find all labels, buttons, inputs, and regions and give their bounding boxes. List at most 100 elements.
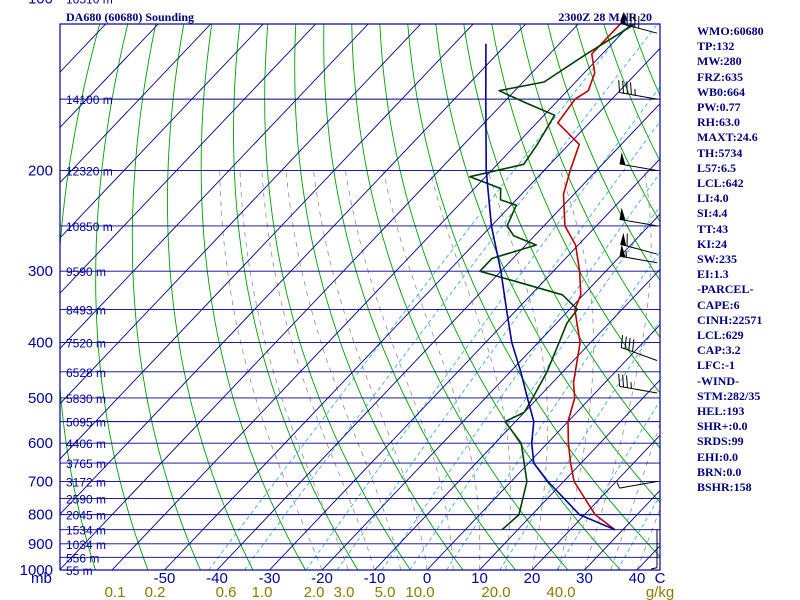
isotherm (60, 24, 317, 294)
isotherm (321, 213, 660, 570)
height-label: 4406 m (66, 437, 106, 451)
index-value: CAP:3.2 (697, 343, 741, 358)
index-value: BSHR:158 (697, 480, 752, 495)
index-value: HEL:193 (697, 404, 745, 419)
index-value: LCL:642 (697, 176, 744, 191)
chart-time: 2300Z 28 MAR 20 (558, 10, 652, 24)
index-value: SRDS:99 (697, 434, 744, 449)
height-label: 1034 m (66, 538, 106, 552)
wind-barb (619, 244, 658, 264)
mixing-ratio-label: 3.0 (334, 584, 355, 600)
pressure-tick-label: 700 (28, 473, 53, 490)
index-value: LFC:-1 (697, 358, 735, 373)
index-value: L57:6.5 (697, 160, 736, 175)
mixing-ratio-label: 10.0 (405, 584, 434, 600)
index-value: LI:4.0 (697, 191, 729, 206)
index-value: RH:63.0 (697, 115, 740, 130)
index-value: TH:5734 (697, 145, 743, 160)
plot-border (59, 23, 661, 571)
isotherm (216, 103, 660, 570)
temperature-tick-label: C (655, 570, 666, 587)
mixing-ratio-label: 0.2 (145, 584, 166, 600)
mixing-ratio-label: 5.0 (375, 584, 396, 600)
temperature-tick-label: 0 (423, 570, 431, 587)
temperature-tick-label: -40 (206, 570, 228, 587)
index-value: SI:4.4 (697, 206, 728, 221)
isotherm (426, 324, 660, 570)
height-label: 2590 m (66, 493, 106, 507)
index-value: -PARCEL- (697, 282, 754, 297)
index-value: -WIND- (697, 373, 739, 388)
temperature-tick-label: -10 (364, 570, 386, 587)
index-value: FRZ:635 (697, 69, 743, 84)
height-label: 9590 m (66, 265, 106, 279)
isotherm (531, 434, 660, 570)
temperature-tick-label: 30 (576, 570, 593, 587)
wind-barb (650, 529, 658, 570)
pressure-tick-label: 300 (28, 263, 53, 280)
isotherm (60, 24, 264, 239)
isotherm (60, 24, 212, 184)
pressure-tick-label: 400 (28, 335, 53, 352)
index-value: EHI:0.0 (697, 449, 739, 464)
wind-barb (616, 480, 658, 489)
indices-panel: WMO:60680 TP:132 MW:280 FRZ:635 WB0:664 PW:0.… (697, 24, 797, 495)
isotherm (60, 24, 527, 515)
height-label: 8493 m (66, 303, 106, 317)
height-label: 55 m (66, 564, 93, 578)
pressure-unit-label: mb (31, 570, 52, 587)
height-label: 556 m (66, 551, 99, 565)
index-value: WMO:60680 (697, 24, 764, 38)
height-label: 1534 m (66, 524, 106, 538)
isotherm (164, 47, 660, 570)
isotherm (374, 268, 660, 570)
moist-adiabat (383, 170, 481, 570)
index-value: SW:235 (697, 252, 738, 267)
wind-barb (619, 152, 658, 172)
wind-barb (620, 232, 658, 255)
parcel-profile-line (484, 43, 616, 531)
index-value: EI:1.3 (697, 267, 729, 282)
mixing-ratio-label: 40.0 (546, 584, 575, 600)
temperature-tick-label: 10 (471, 570, 488, 587)
height-label: 12320 m (66, 165, 113, 179)
temperature-tick-label: 40 (629, 570, 646, 587)
index-value: PW:0.77 (697, 100, 741, 115)
height-label: 5095 m (66, 416, 106, 430)
index-value: CINH:22571 (697, 312, 763, 327)
index-value: STM:282/35 (697, 388, 761, 403)
pressure-tick-label: 200 (28, 163, 53, 180)
height-label: 2045 m (66, 509, 106, 523)
isotherm (60, 24, 422, 405)
isotherm (269, 158, 660, 570)
index-value: MAXT:24.6 (697, 130, 758, 145)
index-value: TT:43 (697, 221, 729, 236)
pressure-tick-label: 1000 (20, 562, 53, 579)
height-label: 3765 m (66, 457, 106, 471)
index-value: KI:24 (697, 236, 727, 251)
moist-adiabat (345, 170, 454, 570)
height-label: 5830 m (66, 392, 106, 406)
height-label: 6528 m (66, 366, 106, 380)
isotherm (60, 24, 474, 460)
mixing-ratio-label: 0.6 (216, 584, 237, 600)
isotherm (111, 24, 632, 570)
wind-barb (618, 80, 658, 100)
chart-title: DA680 (60680) Sounding (66, 10, 194, 24)
index-value: CAPE:6 (697, 297, 740, 312)
height-label: 3172 m (66, 475, 106, 489)
pressure-tick-label: 800 (28, 507, 53, 524)
pressure-tick-label: 500 (28, 390, 53, 407)
pressure-tick-label: 600 (28, 435, 53, 452)
isotherm (479, 379, 660, 570)
temperature-profile-line (556, 24, 622, 531)
index-value: BRN:0.0 (697, 464, 742, 479)
mixing-ratio-label: 1.0 (252, 584, 273, 600)
index-value: MW:280 (697, 54, 742, 69)
wind-barb (619, 207, 658, 227)
temperature-tick-label: 20 (524, 570, 541, 587)
mixing-ratio-label: 0.1 (105, 584, 126, 600)
pressure-tick-label: 100 (28, 0, 53, 8)
pressure-tick-label: 900 (28, 536, 53, 553)
